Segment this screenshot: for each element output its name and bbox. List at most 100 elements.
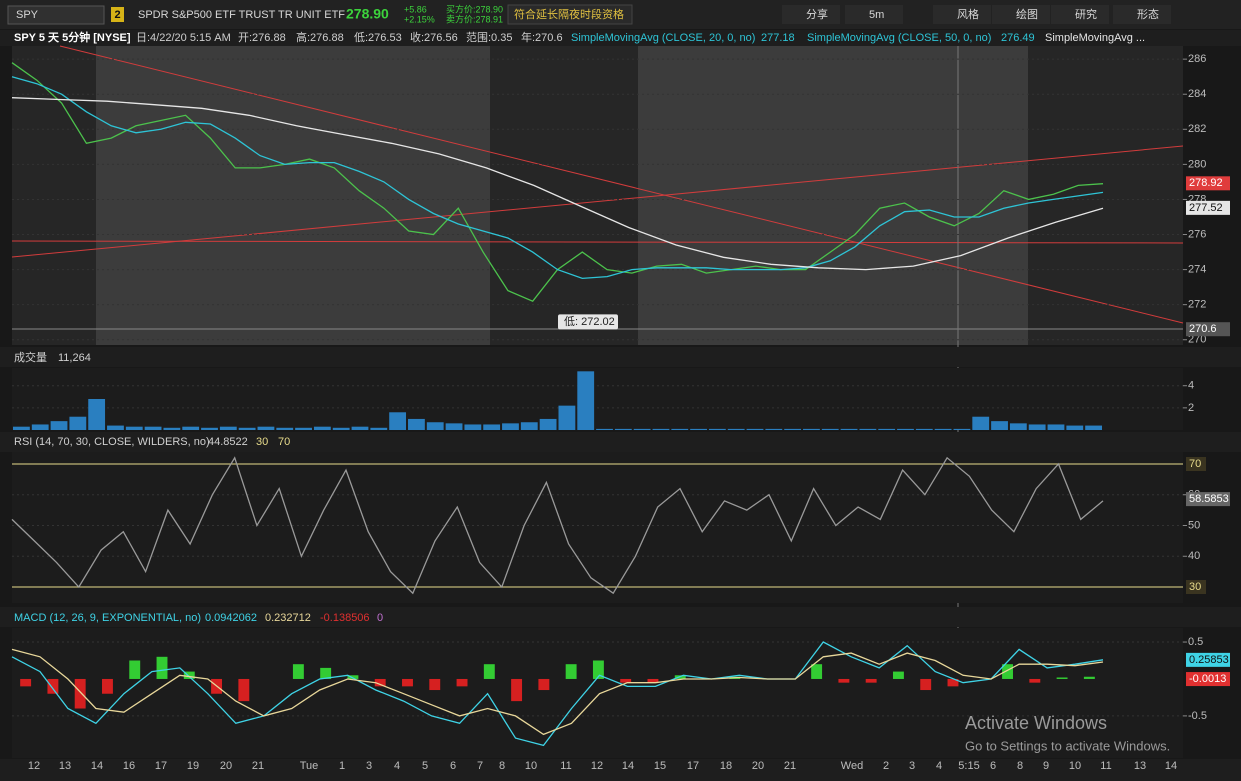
session-shade [96, 46, 490, 345]
time-label: 20 [220, 760, 232, 772]
link-badge[interactable] [111, 7, 124, 22]
volume-bar [502, 423, 519, 430]
histogram-bar [429, 678, 441, 691]
time-label: 3 [366, 760, 372, 772]
y-tick-label: 50 [1188, 519, 1200, 531]
time-label: 14 [622, 760, 634, 772]
volume-bar [991, 421, 1008, 430]
value-marker-label: 270.6 [1189, 323, 1217, 335]
volume-bar [1028, 424, 1046, 430]
toolbar-button[interactable] [933, 5, 991, 24]
histogram-bar [456, 678, 468, 687]
volume-bar [370, 427, 388, 430]
header-item: 收:276.56 [410, 30, 458, 44]
rsi-title: RSI (14, 70, 30, CLOSE, WILDERS, no) [14, 436, 210, 448]
time-label: 16 [123, 760, 135, 772]
histogram-bar [183, 671, 195, 679]
volume-bar [50, 421, 68, 430]
volume-bar [953, 428, 971, 430]
y-tick-label: 40 [1188, 550, 1200, 562]
value-marker-label: 0.25853 [1189, 654, 1229, 666]
histogram-bar [565, 664, 577, 679]
volume-bar [426, 422, 444, 430]
volume-bar [408, 418, 425, 430]
y-tick-label: 272 [1188, 299, 1206, 311]
volume-bar [313, 426, 331, 430]
toolbar-buttons: 分享 5m 风格 绘图 研究 形态 [782, 5, 1171, 24]
time-label: 14 [91, 760, 103, 772]
time-label: 10 [1069, 760, 1081, 772]
ask: 卖方价:278.91 [446, 13, 503, 24]
macd-avg: 0.232712 [265, 612, 311, 624]
volume-bar [915, 428, 933, 430]
change-pct: +2.15% [404, 14, 435, 24]
volume-bar [88, 399, 106, 430]
histogram-bar [947, 678, 959, 687]
session-shade [638, 46, 1028, 345]
volume-bar [840, 428, 858, 430]
histogram-bar [238, 678, 250, 702]
time-label: 17 [155, 760, 167, 772]
value-marker-label: 277.52 [1189, 202, 1223, 214]
volume-bar [332, 427, 350, 430]
value-marker-label: 58.5853 [1189, 493, 1229, 505]
value-marker [1186, 672, 1230, 687]
toolbar-button[interactable] [782, 5, 840, 24]
toolbar-button-label: 5m [869, 9, 884, 21]
change: +5.86 [404, 4, 427, 14]
toolbar-button[interactable] [992, 5, 1050, 24]
symbol-box[interactable] [7, 5, 105, 25]
time-label: 1 [339, 760, 345, 772]
histogram-bar [592, 660, 604, 679]
volume-panel [12, 368, 1183, 430]
rsi-header [0, 432, 1241, 452]
level-box [1186, 580, 1206, 595]
volume-bar [558, 405, 576, 430]
macd-zero: 0 [377, 612, 383, 624]
volume-bar [972, 416, 990, 430]
time-label: Wed [841, 760, 863, 772]
bid: 买方价:278.90 [446, 3, 503, 14]
volume-bar [31, 424, 49, 430]
macd-header [0, 607, 1241, 627]
y-tick-label: 286 [1188, 53, 1206, 65]
link-badge-text: 2 [114, 9, 120, 21]
toolbar-button[interactable] [1113, 5, 1171, 24]
volume-header [0, 347, 1241, 367]
trend-line [11, 240, 1184, 244]
low-annotation-box [558, 314, 618, 330]
volume-bar [13, 426, 30, 430]
toolbar-button-label: 绘图 [1016, 7, 1038, 21]
histogram-bar [865, 678, 877, 683]
volume-bar [144, 426, 162, 430]
value-marker [1186, 492, 1230, 507]
toolbar-button[interactable] [1051, 5, 1109, 24]
trend-line [59, 45, 1184, 324]
y-tick-label: 2 [1188, 402, 1194, 414]
time-label: 4 [936, 760, 942, 772]
volume-bar [803, 428, 820, 430]
series-line [11, 97, 1104, 271]
header-item: 276.49 [1001, 32, 1035, 44]
header-items: SPY 5 天 5分钟 [NYSE] 日:4/22/20 5:15 AM 开:276… [14, 30, 1145, 44]
histogram-bar [320, 667, 332, 679]
series-line [11, 641, 1104, 747]
study-header [0, 30, 1241, 46]
histogram-bar [483, 664, 495, 679]
flag: 符合延长隔夜时段资格 [514, 7, 624, 21]
histogram-bar [347, 675, 359, 679]
histogram-bar [129, 660, 141, 679]
histogram-bar [74, 678, 86, 709]
header-item: 低:276.53 [354, 31, 402, 44]
time-axis [0, 759, 1241, 781]
toolbar-button[interactable] [845, 5, 903, 24]
volume-bar [671, 428, 689, 430]
header-item: SPY 5 天 5分钟 [NYSE] [14, 30, 131, 44]
time-label: 12 [591, 760, 603, 772]
time-label: 14 [1165, 760, 1177, 772]
volume-bar [821, 428, 839, 430]
symbol: SPY [16, 9, 39, 21]
toolbar-button-label: 研究 [1075, 7, 1097, 21]
time-label: 9 [1043, 760, 1049, 772]
